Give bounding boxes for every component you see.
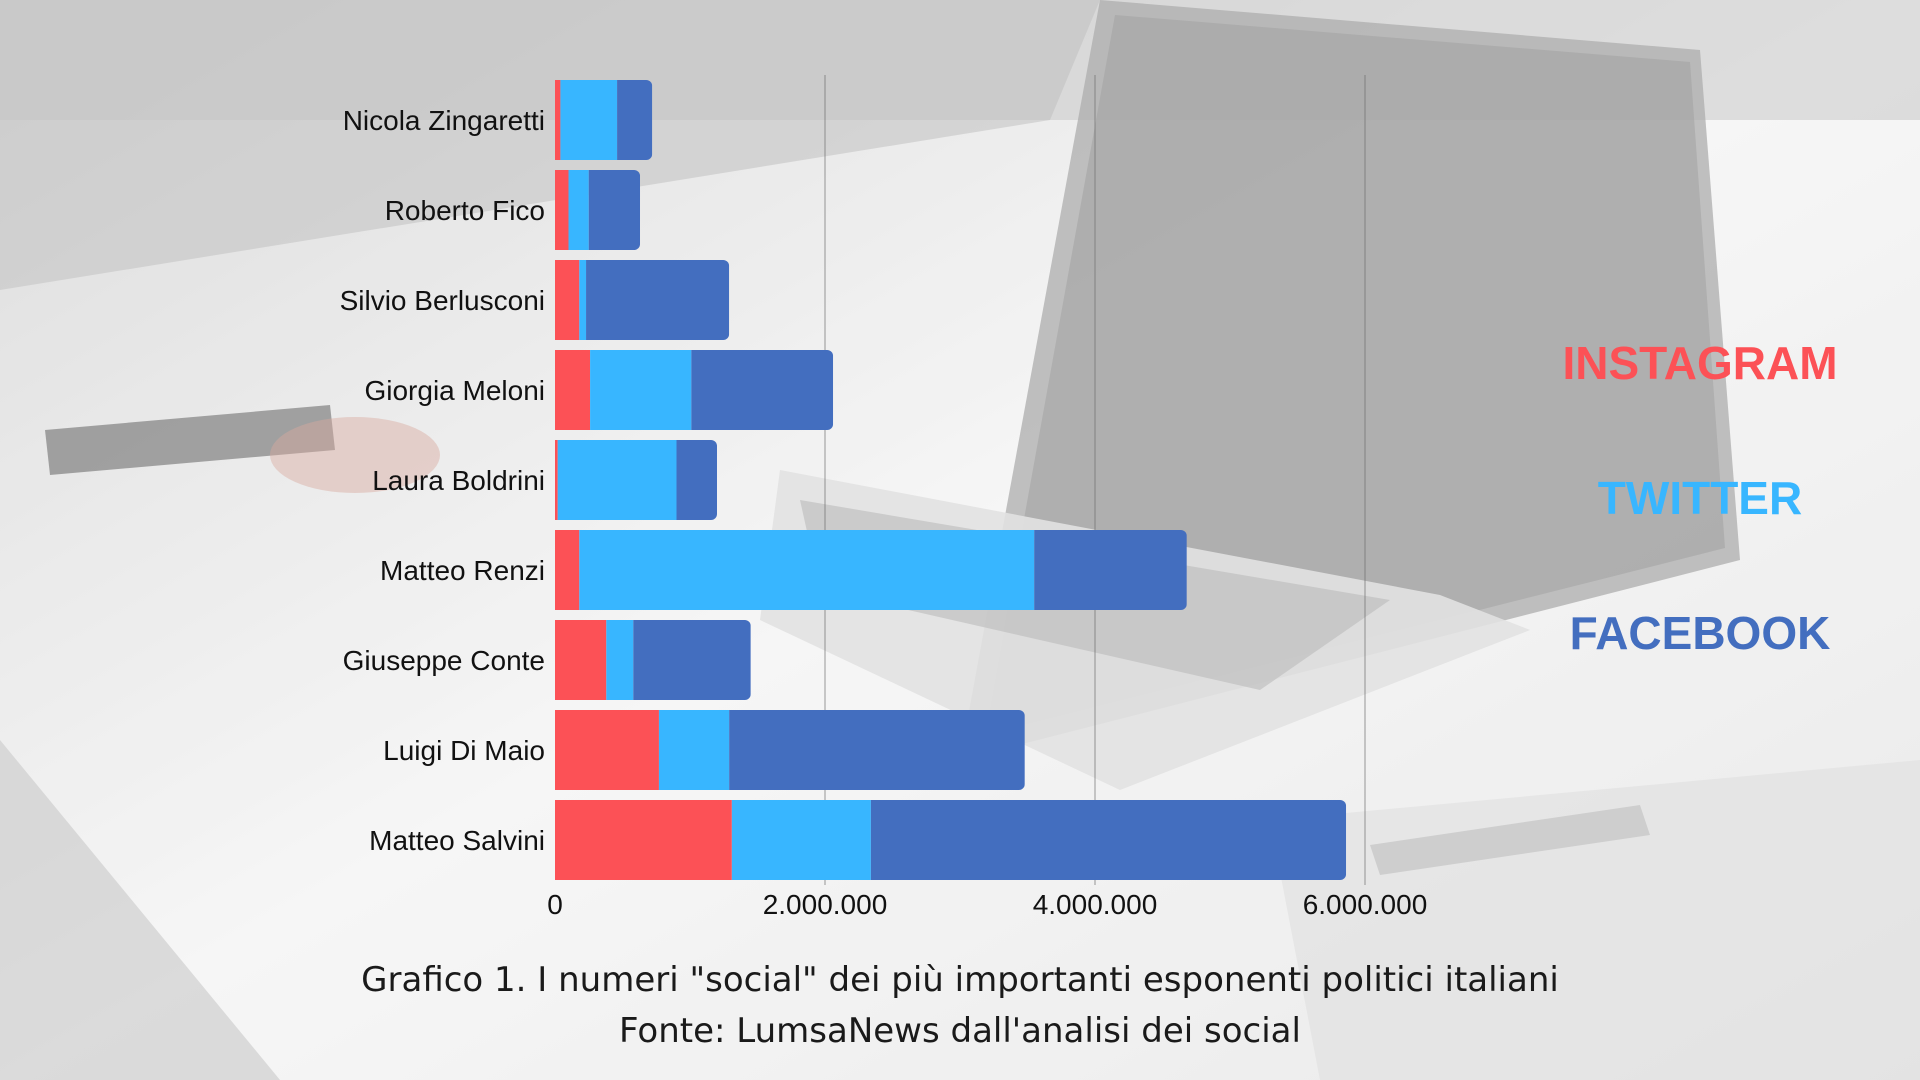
legend-instagram: INSTAGRAM: [1562, 337, 1838, 389]
bar-facebook: [870, 800, 1347, 880]
chart-source: Fonte: LumsaNews dall'analisi dei social: [619, 1011, 1301, 1051]
category-label: Matteo Salvini: [369, 825, 545, 856]
bar-group: [555, 80, 653, 160]
category-label: Giorgia Meloni: [364, 375, 545, 406]
bar-twitter: [560, 80, 618, 160]
category-labels: Nicola Zingaretti Roberto Fico Silvio Berl…: [340, 105, 545, 856]
category-label: Nicola Zingaretti: [343, 105, 545, 136]
bar-instagram: [555, 260, 580, 340]
category-label: Giuseppe Conte: [343, 645, 545, 676]
bar-facebook: [729, 710, 1025, 790]
category-label: Silvio Berlusconi: [340, 285, 545, 316]
x-tick-label: 0: [547, 889, 563, 920]
bar-twitter: [579, 530, 1035, 610]
bar-instagram: [555, 800, 732, 880]
bar-facebook: [676, 440, 717, 520]
x-tick-label: 6.000.000: [1303, 889, 1428, 920]
bar-group: [555, 620, 751, 700]
bar-instagram: [555, 80, 561, 160]
bars: [555, 80, 1347, 880]
bar-twitter: [731, 800, 871, 880]
bar-twitter: [579, 260, 587, 340]
bar-group: [555, 170, 641, 250]
bar-twitter: [568, 170, 589, 250]
bar-facebook: [1034, 530, 1187, 610]
bar-group: [555, 530, 1187, 610]
bar-facebook: [617, 80, 653, 160]
category-label: Roberto Fico: [385, 195, 545, 226]
bar-twitter: [590, 350, 692, 430]
bar-group: [555, 260, 730, 340]
category-label: Matteo Renzi: [380, 555, 545, 586]
legend-twitter: TWITTER: [1597, 472, 1803, 524]
legend-facebook: FACEBOOK: [1569, 607, 1831, 659]
bar-facebook: [588, 170, 641, 250]
bar-instagram: [555, 710, 659, 790]
bar-facebook: [633, 620, 751, 700]
bar-facebook: [586, 260, 730, 340]
bar-instagram: [555, 620, 607, 700]
bar-group: [555, 350, 834, 430]
bar-instagram: [555, 350, 591, 430]
bar-twitter: [606, 620, 634, 700]
bar-instagram: [555, 170, 569, 250]
bar-twitter: [557, 440, 677, 520]
category-label: Luigi Di Maio: [383, 735, 545, 766]
x-tick-label: 2.000.000: [763, 889, 888, 920]
x-tick-label: 4.000.000: [1033, 889, 1158, 920]
bar-twitter: [658, 710, 730, 790]
chart-caption: Grafico 1. I numeri "social" dei più imp…: [361, 960, 1559, 1000]
bar-instagram: [555, 530, 580, 610]
category-label: Laura Boldrini: [372, 465, 545, 496]
bar-group: [555, 710, 1025, 790]
bar-group: [555, 800, 1347, 880]
bar-group: [555, 440, 717, 520]
x-axis-tick-labels: 0 2.000.000 4.000.000 6.000.000: [547, 889, 1427, 920]
bar-facebook: [691, 350, 834, 430]
bar-instagram: [555, 440, 558, 520]
